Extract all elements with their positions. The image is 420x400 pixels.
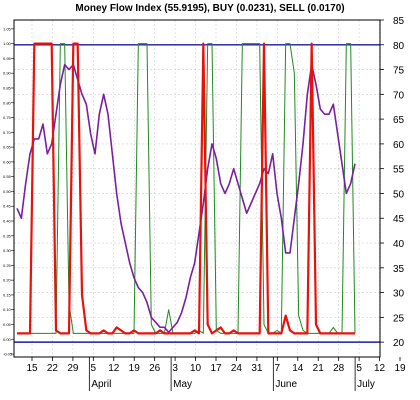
left-tick-label: 0.95 [3, 56, 12, 61]
x-tick-label: 7 [275, 363, 281, 374]
left-tick-label: 0.55 [3, 174, 12, 179]
right-tick-label: 80 [393, 41, 405, 52]
right-tick-label: 65 [393, 115, 405, 126]
left-tick-label: 0.20 [3, 278, 12, 283]
chart-title: Money Flow Index (55.9195), BUY (0.0231)… [75, 3, 344, 14]
right-tick-label: 85 [393, 16, 405, 27]
left-tick-label: 0.25 [3, 263, 12, 268]
left-tick-label: 0.60 [3, 159, 12, 164]
x-tick-label: 31 [251, 363, 263, 374]
left-tick-label: 0.05 [3, 322, 12, 327]
right-tick-label: 70 [393, 90, 405, 101]
month-label: May [173, 379, 192, 390]
x-tick-label: 28 [333, 363, 345, 374]
left-tick-label: 0.30 [3, 248, 12, 253]
x-tick-label: 29 [67, 363, 79, 374]
x-tick-label: 21 [313, 363, 325, 374]
x-tick-label: 5 [356, 363, 362, 374]
x-tick-label: 12 [374, 363, 386, 374]
right-tick-label: 25 [393, 313, 405, 324]
series-layer [16, 42, 356, 335]
x-tick-label: 17 [210, 363, 222, 374]
right-tick-label: 55 [393, 165, 405, 176]
right-tick-label: 75 [393, 66, 405, 77]
left-tick-label: 0.45 [3, 204, 12, 209]
right-tick-label: 20 [393, 338, 405, 349]
x-axis: 15 22 29 5 12 19 26 3 10 17 24 31 7 14 21 28 5 12 19 April M… [26, 357, 406, 391]
left-tick-label: 0.40 [3, 219, 12, 224]
right-tick-label: 40 [393, 239, 405, 250]
left-tick-label: 0.35 [3, 233, 12, 238]
reference-lines [14, 44, 380, 343]
right-tick-label: 30 [393, 289, 405, 300]
left-tick-label: 0.80 [3, 100, 12, 105]
right-tick-label: 35 [393, 264, 405, 275]
left-tick-label: 0.90 [3, 71, 12, 76]
month-label: July [357, 379, 375, 390]
left-tick-label: 0.65 [3, 145, 12, 150]
left-tick-label: 0.85 [3, 85, 12, 90]
right-tick-label: 50 [393, 189, 405, 200]
left-tick-label: -0.05 [3, 352, 13, 357]
x-tick-label: 12 [108, 363, 120, 374]
x-tick-label: 19 [129, 363, 141, 374]
left-tick-label: 0.15 [3, 292, 12, 297]
left-tick-label: 0.50 [3, 189, 12, 194]
x-tick-label: 3 [172, 363, 178, 374]
right-axis: 20 25 30 35 40 45 50 55 60 65 70 75 80 85 [380, 16, 405, 349]
x-tick-label: 22 [47, 363, 59, 374]
plot-frame [13, 19, 381, 358]
month-label: April [91, 379, 111, 390]
x-tick-label: 5 [91, 363, 97, 374]
right-tick-label: 60 [393, 140, 405, 151]
x-tick-label: 24 [231, 363, 243, 374]
x-tick-label: 10 [190, 363, 202, 374]
left-tick-label: 1.00 [3, 41, 12, 46]
x-tick-label: 19 [394, 363, 406, 374]
x-tick-label: 26 [149, 363, 161, 374]
sell-series-line [17, 42, 355, 335]
left-tick-label: 0.10 [3, 307, 12, 312]
left-tick-label: 0.75 [3, 115, 12, 120]
right-tick-label: 45 [393, 214, 405, 225]
left-tick-label: 0.00 [3, 337, 12, 342]
x-tick-label: 14 [292, 363, 304, 374]
left-tick-label: 1.05 [3, 26, 12, 31]
x-tick-label: 15 [26, 363, 38, 374]
month-label: June [275, 379, 297, 390]
left-axis: -0.05 0.00 0.05 0.10 0.15 0.20 0.25 0.30 0.35 0.4… [3, 26, 14, 357]
left-tick-label: 0.70 [3, 130, 12, 135]
